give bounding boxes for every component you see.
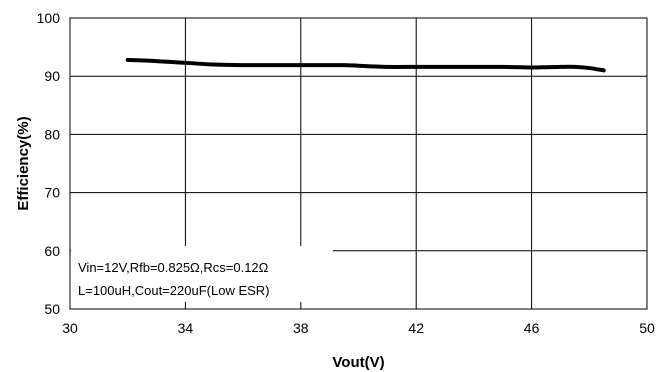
- x-tick-label: 46: [524, 320, 540, 336]
- y-tick-label: 70: [44, 185, 60, 201]
- y-axis-label: Efficiency(%): [15, 116, 32, 210]
- annotation-line-1: Vin=12V,Rfb=0.825Ω,Rcs=0.12Ω: [78, 260, 269, 275]
- y-tick-label: 50: [44, 301, 60, 317]
- x-tick-labels: 30 34 38 42 46 50: [62, 320, 655, 336]
- x-tick-label: 38: [293, 320, 309, 336]
- y-tick-label: 100: [37, 10, 61, 26]
- annotation-line-2: L=100uH,Cout=220uF(Low ESR): [78, 283, 270, 298]
- x-tick-label: 42: [408, 320, 424, 336]
- efficiency-series-line: [125, 57, 606, 73]
- x-tick-label: 30: [62, 320, 78, 336]
- y-tick-label: 90: [44, 68, 60, 84]
- plot-area-frame: [69, 17, 648, 310]
- y-tick-labels: 50 60 70 80 90 100: [37, 10, 61, 317]
- x-axis-label: Vout(V): [332, 354, 384, 371]
- x-tick-label: 34: [178, 320, 194, 336]
- y-tick-label: 60: [44, 243, 60, 259]
- annotation-box: [71, 246, 333, 302]
- y-tick-label: 80: [44, 126, 60, 142]
- x-tick-label: 50: [639, 320, 655, 336]
